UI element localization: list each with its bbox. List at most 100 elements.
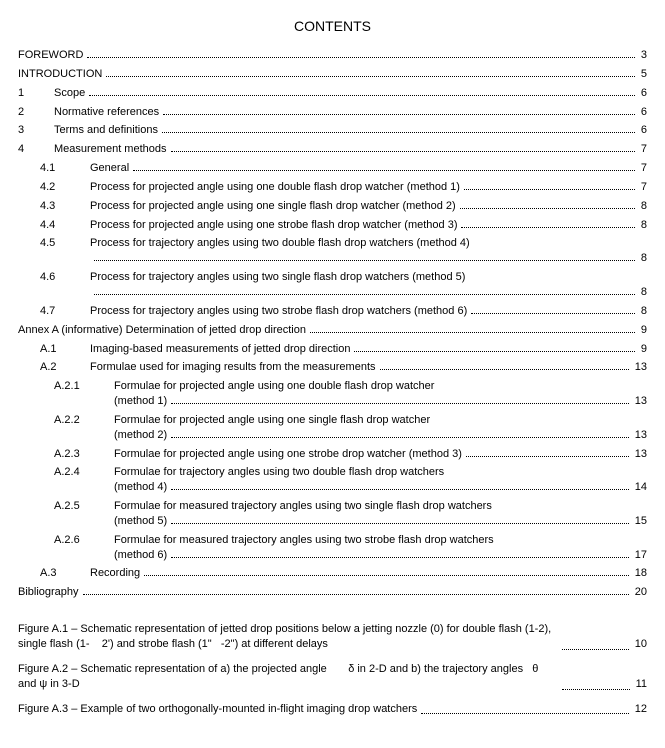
- toc-leader: [380, 369, 629, 370]
- figure-page: 12: [633, 702, 647, 717]
- toc-page: 9: [639, 323, 647, 338]
- toc-page: 8: [639, 199, 647, 214]
- toc-leader: [94, 294, 635, 295]
- toc-entry: A.2.3Formulae for projected angle using …: [18, 447, 647, 462]
- toc-leader: [133, 170, 635, 171]
- toc-number: 4.4: [40, 218, 90, 233]
- figure-entry: Figure A.1 – Schematic representation of…: [18, 622, 647, 652]
- toc-label: Process for projected angle using one do…: [90, 180, 460, 195]
- toc-entry: 4.4Process for projected angle using one…: [18, 218, 647, 233]
- toc-leader: [562, 649, 629, 650]
- toc-label: Recording: [90, 566, 140, 581]
- toc-entry: 4.2Process for projected angle using one…: [18, 180, 647, 195]
- toc-leader: [461, 227, 634, 228]
- toc-label: Process for trajectory angles using two …: [90, 304, 467, 319]
- toc-page: 15: [633, 514, 647, 529]
- toc-page: 7: [639, 142, 647, 157]
- toc-page: 18: [633, 566, 647, 581]
- toc-label: Formulae for measured trajectory angles …: [114, 499, 647, 514]
- toc-label: Formulae for projected angle using one d…: [114, 379, 647, 394]
- toc-leader: [83, 594, 629, 595]
- figures-list: Figure A.1 – Schematic representation of…: [18, 622, 647, 716]
- toc-label: Imaging-based measurements of jetted dro…: [90, 342, 350, 357]
- toc-label: Formulae for projected angle using one s…: [114, 447, 462, 462]
- toc-page: 13: [633, 394, 647, 409]
- toc-leader: [171, 523, 629, 524]
- toc-entry: INTRODUCTION5: [18, 67, 647, 82]
- toc-label: Process for trajectory angles using two …: [90, 270, 647, 285]
- toc-page: 9: [639, 342, 647, 357]
- toc-entry: 4.5Process for trajectory angles using t…: [18, 236, 647, 266]
- toc-leader: [171, 437, 629, 438]
- toc-label: Formulae for trajectory angles using two…: [114, 465, 647, 480]
- toc-number: A.2.4: [54, 465, 114, 480]
- figure-page: 10: [633, 637, 647, 652]
- toc-number: 4.6: [40, 270, 90, 285]
- toc-entry: A.2.2Formulae for projected angle using …: [18, 413, 647, 443]
- toc-entry: FOREWORD3: [18, 48, 647, 63]
- toc-number: A.2.5: [54, 499, 114, 514]
- toc-entry: A.2.6Formulae for measured trajectory an…: [18, 533, 647, 563]
- figure-label: Figure A.2 – Schematic representation of…: [18, 662, 558, 692]
- toc-number: 4.7: [40, 304, 90, 319]
- toc-entry: 2Normative references6: [18, 105, 647, 120]
- toc-page: 8: [639, 251, 647, 266]
- toc-page: 6: [639, 105, 647, 120]
- toc-page: 7: [639, 180, 647, 195]
- toc-leader: [163, 114, 635, 115]
- toc-page: 13: [633, 447, 647, 462]
- toc-label: Formulae for measured trajectory angles …: [114, 533, 647, 548]
- toc-entry: 1Scope6: [18, 86, 647, 101]
- toc-list: FOREWORD3INTRODUCTION51Scope62Normative …: [18, 48, 647, 600]
- toc-leader: [471, 313, 635, 314]
- toc-entry: 4.7Process for trajectory angles using t…: [18, 304, 647, 319]
- toc-entry: 4.6Process for trajectory angles using t…: [18, 270, 647, 300]
- toc-page: 8: [639, 218, 647, 233]
- toc-leader: [562, 689, 630, 690]
- toc-leader: [171, 151, 635, 152]
- toc-leader: [171, 557, 629, 558]
- toc-leader: [466, 456, 629, 457]
- toc-label: FOREWORD: [18, 48, 83, 63]
- toc-leader: [354, 351, 634, 352]
- toc-label: Normative references: [54, 105, 159, 120]
- toc-page: 13: [633, 360, 647, 375]
- toc-label: Formulae used for imaging results from t…: [90, 360, 376, 375]
- toc-leader: [310, 332, 635, 333]
- toc-label: General: [90, 161, 129, 176]
- toc-page: 20: [633, 585, 647, 600]
- toc-label: Bibliography: [18, 585, 79, 600]
- toc-label: Process for trajectory angles using two …: [90, 236, 647, 251]
- toc-number: 3: [18, 123, 54, 138]
- toc-label: Process for projected angle using one si…: [90, 199, 456, 214]
- toc-number: A.2.6: [54, 533, 114, 548]
- toc-number: A.2.1: [54, 379, 114, 394]
- toc-page: 7: [639, 161, 647, 176]
- toc-entry: A.2.1Formulae for projected angle using …: [18, 379, 647, 409]
- toc-entry: Annex A (informative) Determination of j…: [18, 323, 647, 338]
- toc-label: Formulae for projected angle using one s…: [114, 413, 647, 428]
- figure-label: Figure A.3 – Example of two orthogonally…: [18, 702, 417, 717]
- toc-entry: A.2Formulae used for imaging results fro…: [18, 360, 647, 375]
- toc-number: 4.3: [40, 199, 90, 214]
- toc-entry: A.3Recording 18: [18, 566, 647, 581]
- figure-entry: Figure A.3 – Example of two orthogonally…: [18, 702, 647, 717]
- toc-number: A.3: [40, 566, 90, 581]
- toc-label-cont: (method 2): [114, 428, 167, 443]
- toc-leader: [87, 57, 634, 58]
- toc-page: 14: [633, 480, 647, 495]
- toc-leader: [94, 260, 635, 261]
- contents-title: CONTENTS: [18, 18, 647, 34]
- toc-leader: [89, 95, 635, 96]
- toc-number: A.2.2: [54, 413, 114, 428]
- figure-entry: Figure A.2 – Schematic representation of…: [18, 662, 647, 692]
- toc-entry: 4.3Process for projected angle using one…: [18, 199, 647, 214]
- toc-number: 4.2: [40, 180, 90, 195]
- toc-entry: A.2.4Formulae for trajectory angles usin…: [18, 465, 647, 495]
- toc-page: 17: [633, 548, 647, 563]
- toc-leader: [460, 208, 635, 209]
- toc-entry: Bibliography 20: [18, 585, 647, 600]
- toc-page: 13: [633, 428, 647, 443]
- toc-entry: A.2.5Formulae for measured trajectory an…: [18, 499, 647, 529]
- toc-entry: 3Terms and definitions6: [18, 123, 647, 138]
